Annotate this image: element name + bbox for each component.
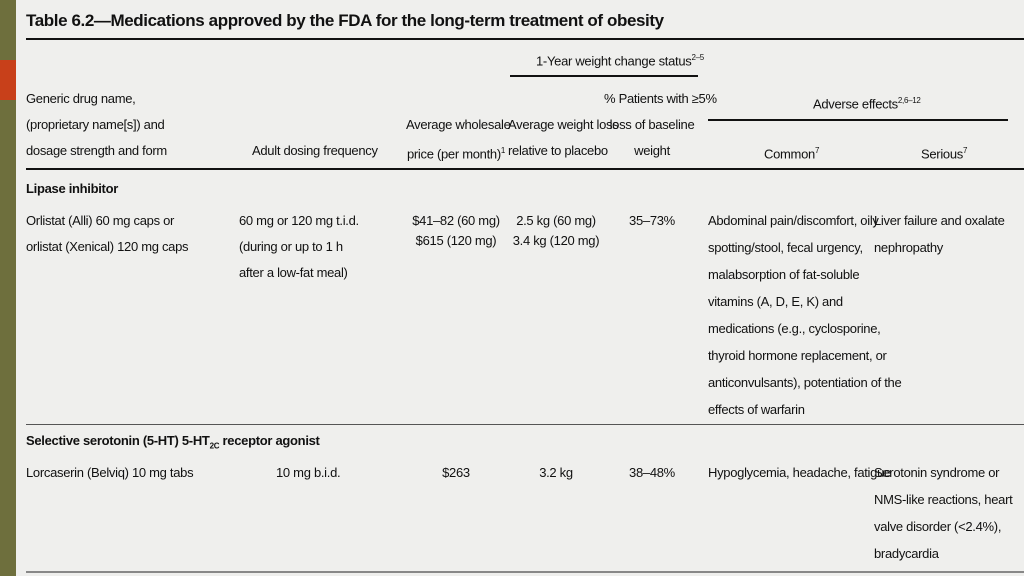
common-effects-line-1: Abdominal pain/discomfort, oily (708, 213, 879, 228)
price: $263 (442, 465, 470, 480)
common-effects: Hypoglycemia, headache, fatigue (708, 465, 891, 480)
patients-percent: 38–48% (629, 465, 675, 480)
col-header-loss-line-1: Average weight loss (508, 117, 619, 132)
col-header-patients-line-1: % Patients with ≥5% (604, 91, 717, 106)
dosing: 10 mg b.i.d. (276, 465, 341, 480)
dosing-line-3: after a low-fat meal) (239, 265, 348, 280)
bottom-rule (26, 571, 1024, 573)
serious-effects-line-1: Serotonin syndrome or (874, 465, 1000, 480)
adverse-effects-group-header: Adverse effects2,6–12 (813, 96, 921, 112)
col-header-drug-line-2: (proprietary name[s]) and (26, 117, 165, 132)
drug-name-line-2: orlistat (Xenical) 120 mg caps (26, 239, 189, 254)
common-effects-line-6: thyroid hormone replacement, or (708, 348, 887, 363)
weight-loss-line-2: 3.4 kg (120 mg) (512, 233, 600, 248)
section-heading-lipase: Lipase inhibitor (26, 181, 118, 196)
dosing-line-1: 60 mg or 120 mg t.i.d. (239, 213, 359, 228)
col-header-patients-line-2: loss of baseline (609, 117, 695, 132)
col-header-serious: Serious7 (921, 146, 968, 162)
col-header-common: Common7 (764, 146, 820, 162)
common-effects-line-2: spotting/stool, fecal urgency, (708, 240, 863, 255)
common-effects-line-8: effects of warfarin (708, 402, 805, 417)
col-header-drug-line-3: dosage strength and form (26, 143, 167, 158)
left-accent-bar (0, 0, 16, 576)
serious-effects-line-4: bradycardia (874, 546, 939, 561)
common-effects-line-7: anticonvulsants), potentiation of the (708, 375, 902, 390)
weight-change-group-rule (510, 75, 698, 77)
col-header-drug-line-1: Generic drug name, (26, 91, 136, 106)
weight-change-group-header: 1-Year weight change status2–5 (536, 53, 704, 69)
left-accent-marker (0, 60, 16, 100)
serious-effects-line-2: NMS-like reactions, heart (874, 492, 1013, 507)
section-heading-serotonin: Selective serotonin (5-HT) 5-HT2C recept… (26, 433, 320, 451)
drug-name-line-1: Orlistat (Alli) 60 mg caps or (26, 213, 175, 228)
price-line-2: $615 (120 mg) (415, 233, 497, 248)
common-effects-line-5: medications (e.g., cyclosporine, (708, 321, 881, 336)
section-divider (26, 424, 1024, 425)
header-rule (26, 168, 1024, 170)
serious-effects-line-1: Liver failure and oxalate (874, 213, 1005, 228)
dosing-line-2: (during or up to 1 h (239, 239, 343, 254)
col-header-loss-line-2: relative to placebo (508, 143, 608, 158)
patients-percent: 35–73% (629, 213, 675, 228)
weight-loss: 3.2 kg (539, 465, 573, 480)
serious-effects-line-2: nephropathy (874, 240, 943, 255)
col-header-dosing: Adult dosing frequency (252, 143, 378, 158)
col-header-patients-line-3: weight (634, 143, 670, 158)
col-header-price-line-1: Average wholesale (406, 117, 511, 132)
weight-loss-line-1: 2.5 kg (60 mg) (516, 213, 596, 228)
table-title: Table 6.2—Medications approved by the FD… (26, 11, 664, 30)
price-line-1: $41–82 (60 mg) (412, 213, 500, 228)
serious-effects-line-3: valve disorder (<2.4%), (874, 519, 1002, 534)
common-effects-line-3: malabsorption of fat-soluble (708, 267, 860, 282)
title-rule (26, 38, 1024, 40)
table-page: Table 6.2—Medications approved by the FD… (16, 0, 1024, 576)
drug-name: Lorcaserin (Belviq) 10 mg tabs (26, 465, 194, 480)
col-header-price-line-2: price (per month)1 (406, 146, 506, 162)
common-effects-line-4: vitamins (A, D, E, K) and (708, 294, 843, 309)
adverse-effects-group-rule (708, 119, 1008, 121)
